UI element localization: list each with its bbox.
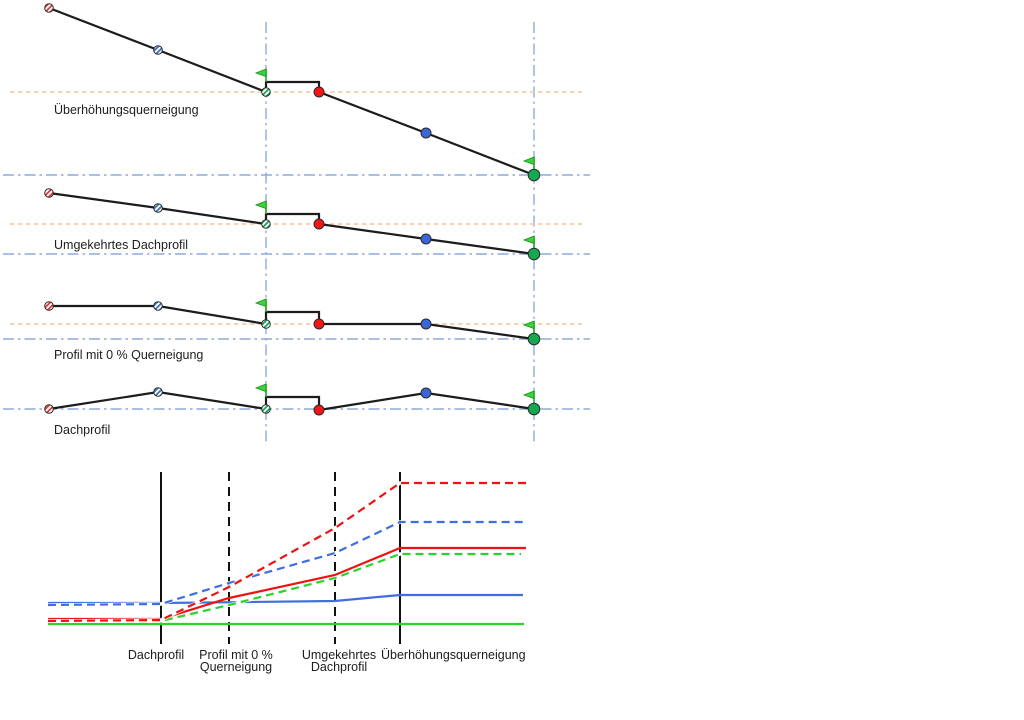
chart-series-red-dashed-casing [47,481,530,623]
marker-dot-green [527,402,541,416]
marker-dot-red [313,86,325,98]
marker-hatch-blue [153,387,163,397]
profile-label: Überhöhungsquerneigung [54,103,199,117]
marker-hatch-red [44,188,54,198]
marker-hatch-red [44,404,54,414]
chart-series-green-dashed-casing [48,552,521,623]
marker-hatch-blue [153,203,163,213]
marker-dot-blue [420,233,432,245]
marker-dot-green [527,247,541,261]
profile-label: Profil mit 0 % Querneigung [54,348,203,362]
chart-series-red-dashed [47,481,530,623]
chart-label: Profil mit 0 % [199,648,273,662]
chart-series-blue-dashed [47,520,525,607]
flag-icon [522,235,535,245]
marker-hatch-red [44,301,54,311]
chart-layer: Dachprofil Profil mit 0 %Querneigung Umgek… [47,472,530,674]
marker-dot-blue [420,127,432,139]
flag-icon [522,156,535,166]
chart-label: Dachprofil [128,648,184,662]
chart-label: Überhöhungsquerneigung [381,648,526,662]
marker-dot-red [313,404,325,416]
marker-hatch-blue [153,45,163,55]
flag-icon [522,390,535,400]
marker-dot-blue [420,387,432,399]
profile-step-segment [264,80,321,92]
flag-icon [254,383,267,393]
flag-icon [254,200,267,210]
marker-hatch-green [261,404,271,414]
marker-dot-red [313,218,325,230]
profile-label: Dachprofil [54,423,110,437]
chart-series-red-solid [48,546,526,621]
chart-label: Querneigung [200,660,272,674]
marker-hatch-green [261,219,271,229]
profile-0: Überhöhungsquerneigung [3,3,590,182]
profiles-layer: Überhöhungsquerneigung Umgekehrtes Dachpr… [3,3,590,445]
marker-hatch-green [261,87,271,97]
profile-step-segment [264,212,321,224]
chart-label: Dachprofil [311,660,367,674]
profile-2: Profil mit 0 % Querneigung [3,298,590,362]
profile-3: Dachprofil [3,383,590,437]
marker-hatch-green [261,319,271,329]
flag-icon [522,320,535,330]
chart-label: Umgekehrtes [302,648,376,662]
profile-1: Umgekehrtes Dachprofil [3,188,590,261]
marker-dot-blue [420,318,432,330]
flag-icon [254,298,267,308]
marker-dot-red [313,318,325,330]
marker-dot-green [527,168,541,182]
marker-dot-green [527,332,541,346]
chart-series-blue-dashed-casing [47,520,525,607]
marker-hatch-red [44,3,54,13]
flag-icon [254,68,267,78]
marker-hatch-blue [153,301,163,311]
profile-label: Umgekehrtes Dachprofil [54,238,188,252]
chart-series-blue-solid [48,593,523,605]
profile-step-segment [264,395,321,410]
profile-step-segment [264,310,321,324]
chart-series-green-dashed [48,552,521,623]
